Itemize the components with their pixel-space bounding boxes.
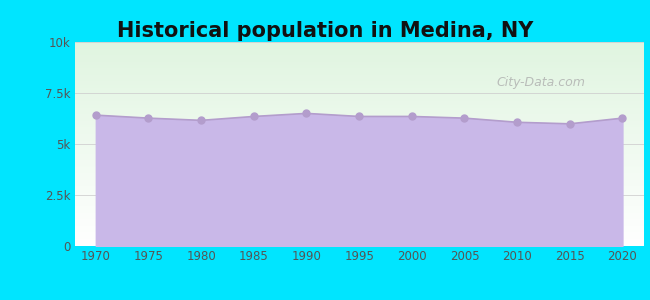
Text: Historical population in Medina, NY: Historical population in Medina, NY xyxy=(117,21,533,41)
Text: City-Data.com: City-Data.com xyxy=(497,76,586,89)
